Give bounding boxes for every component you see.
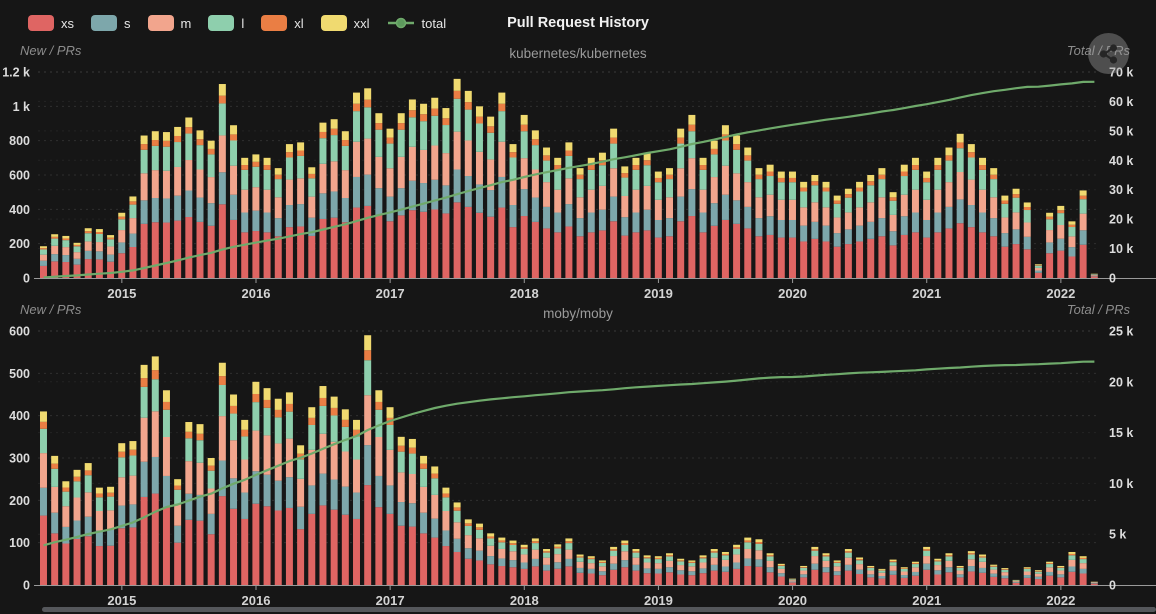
svg-text:10 k: 10 k: [1109, 477, 1133, 491]
svg-text:2019: 2019: [644, 593, 673, 608]
kubernetes-chart-title: kubernetes/kubernetes: [509, 46, 647, 61]
svg-text:600: 600: [9, 325, 30, 339]
svg-text:2016: 2016: [242, 286, 271, 301]
svg-text:400: 400: [9, 203, 30, 217]
svg-text:100: 100: [9, 536, 30, 550]
svg-text:50 k: 50 k: [1109, 124, 1133, 138]
moby-chart-title: moby/moby: [543, 306, 613, 321]
svg-text:2018: 2018: [510, 593, 539, 608]
legend-swatch-xxl: [320, 15, 347, 31]
share-button[interactable]: [1088, 33, 1129, 74]
kubernetes-left-axis-label: New / PRs: [20, 43, 82, 58]
legend-label-l: l: [241, 15, 245, 31]
legend-item-m[interactable]: m: [147, 15, 192, 31]
svg-text:2021: 2021: [912, 286, 941, 301]
svg-text:2015: 2015: [107, 593, 136, 608]
svg-text:2020: 2020: [778, 286, 807, 301]
svg-text:2018: 2018: [510, 286, 539, 301]
svg-text:10 k: 10 k: [1109, 242, 1133, 256]
svg-text:20 k: 20 k: [1109, 375, 1133, 389]
svg-text:2017: 2017: [376, 286, 405, 301]
svg-text:1.2 k: 1.2 k: [2, 66, 30, 80]
share-icon: [1099, 43, 1117, 64]
legend-swatch-xl: [261, 15, 288, 31]
legend-label-xxl: xxl: [353, 15, 370, 31]
moby-left-axis-label: New / PRs: [20, 302, 82, 317]
legend-swatch-l: [208, 15, 235, 31]
legend-line-marker-total: [387, 17, 414, 29]
svg-text:15 k: 15 k: [1109, 426, 1133, 440]
svg-text:400: 400: [9, 409, 30, 423]
svg-text:70 k: 70 k: [1109, 66, 1133, 80]
legend-swatch-xs: [28, 15, 54, 31]
moby-plot: 0 100 200 300 400 500 600 0 5 k 10 k 15 k 20 k 25 k 2…: [9, 325, 1156, 608]
legend-label-xs: xs: [61, 15, 74, 31]
svg-text:2022: 2022: [1046, 593, 1075, 608]
svg-text:600: 600: [9, 169, 30, 183]
svg-text:5 k: 5 k: [1109, 528, 1126, 542]
svg-text:2019: 2019: [644, 286, 673, 301]
svg-text:25 k: 25 k: [1109, 325, 1133, 339]
svg-text:300: 300: [9, 452, 30, 466]
svg-text:0: 0: [23, 272, 30, 286]
svg-text:200: 200: [9, 237, 30, 251]
svg-text:30 k: 30 k: [1109, 183, 1133, 197]
svg-text:2022: 2022: [1046, 286, 1075, 301]
svg-text:20 k: 20 k: [1109, 213, 1133, 227]
svg-text:1 k: 1 k: [13, 100, 30, 114]
legend-label-xl: xl: [294, 15, 304, 31]
legend-item-xl[interactable]: xl: [261, 15, 304, 31]
svg-text:200: 200: [9, 494, 30, 508]
horizontal-scrollbar[interactable]: [42, 607, 1156, 612]
svg-text:2017: 2017: [376, 593, 405, 608]
legend-item-xxl[interactable]: xxl: [320, 15, 370, 31]
svg-text:2015: 2015: [107, 286, 136, 301]
legend-swatch-m: [147, 15, 174, 31]
legend-item-s[interactable]: s: [91, 15, 131, 31]
svg-text:0: 0: [1109, 272, 1116, 286]
legend-item-l[interactable]: l: [208, 15, 244, 31]
svg-text:2016: 2016: [242, 593, 271, 608]
legend-item-total[interactable]: total: [387, 15, 447, 31]
kubernetes-plot: 0 200 400 600 800 1 k 1.2 k 0 10 k 20 k 30 k 40 k 50…: [2, 66, 1156, 301]
moby-right-axis-label: Total / PRs: [1066, 302, 1130, 317]
svg-text:800: 800: [9, 134, 30, 148]
svg-text:60 k: 60 k: [1109, 95, 1133, 109]
legend-swatch-s: [91, 15, 117, 31]
svg-text:0: 0: [23, 579, 30, 593]
legend-label-m: m: [180, 15, 192, 31]
svg-text:40 k: 40 k: [1109, 154, 1133, 168]
page-title: Pull Request History: [507, 15, 649, 31]
svg-text:0: 0: [1109, 579, 1116, 593]
legend: xs s m l xl xxl total: [28, 15, 446, 31]
svg-text:2021: 2021: [912, 593, 941, 608]
legend-item-xs[interactable]: xs: [28, 15, 74, 31]
svg-text:2020: 2020: [778, 593, 807, 608]
svg-text:500: 500: [9, 367, 30, 381]
legend-label-s: s: [124, 15, 131, 31]
legend-label-total: total: [421, 15, 447, 31]
